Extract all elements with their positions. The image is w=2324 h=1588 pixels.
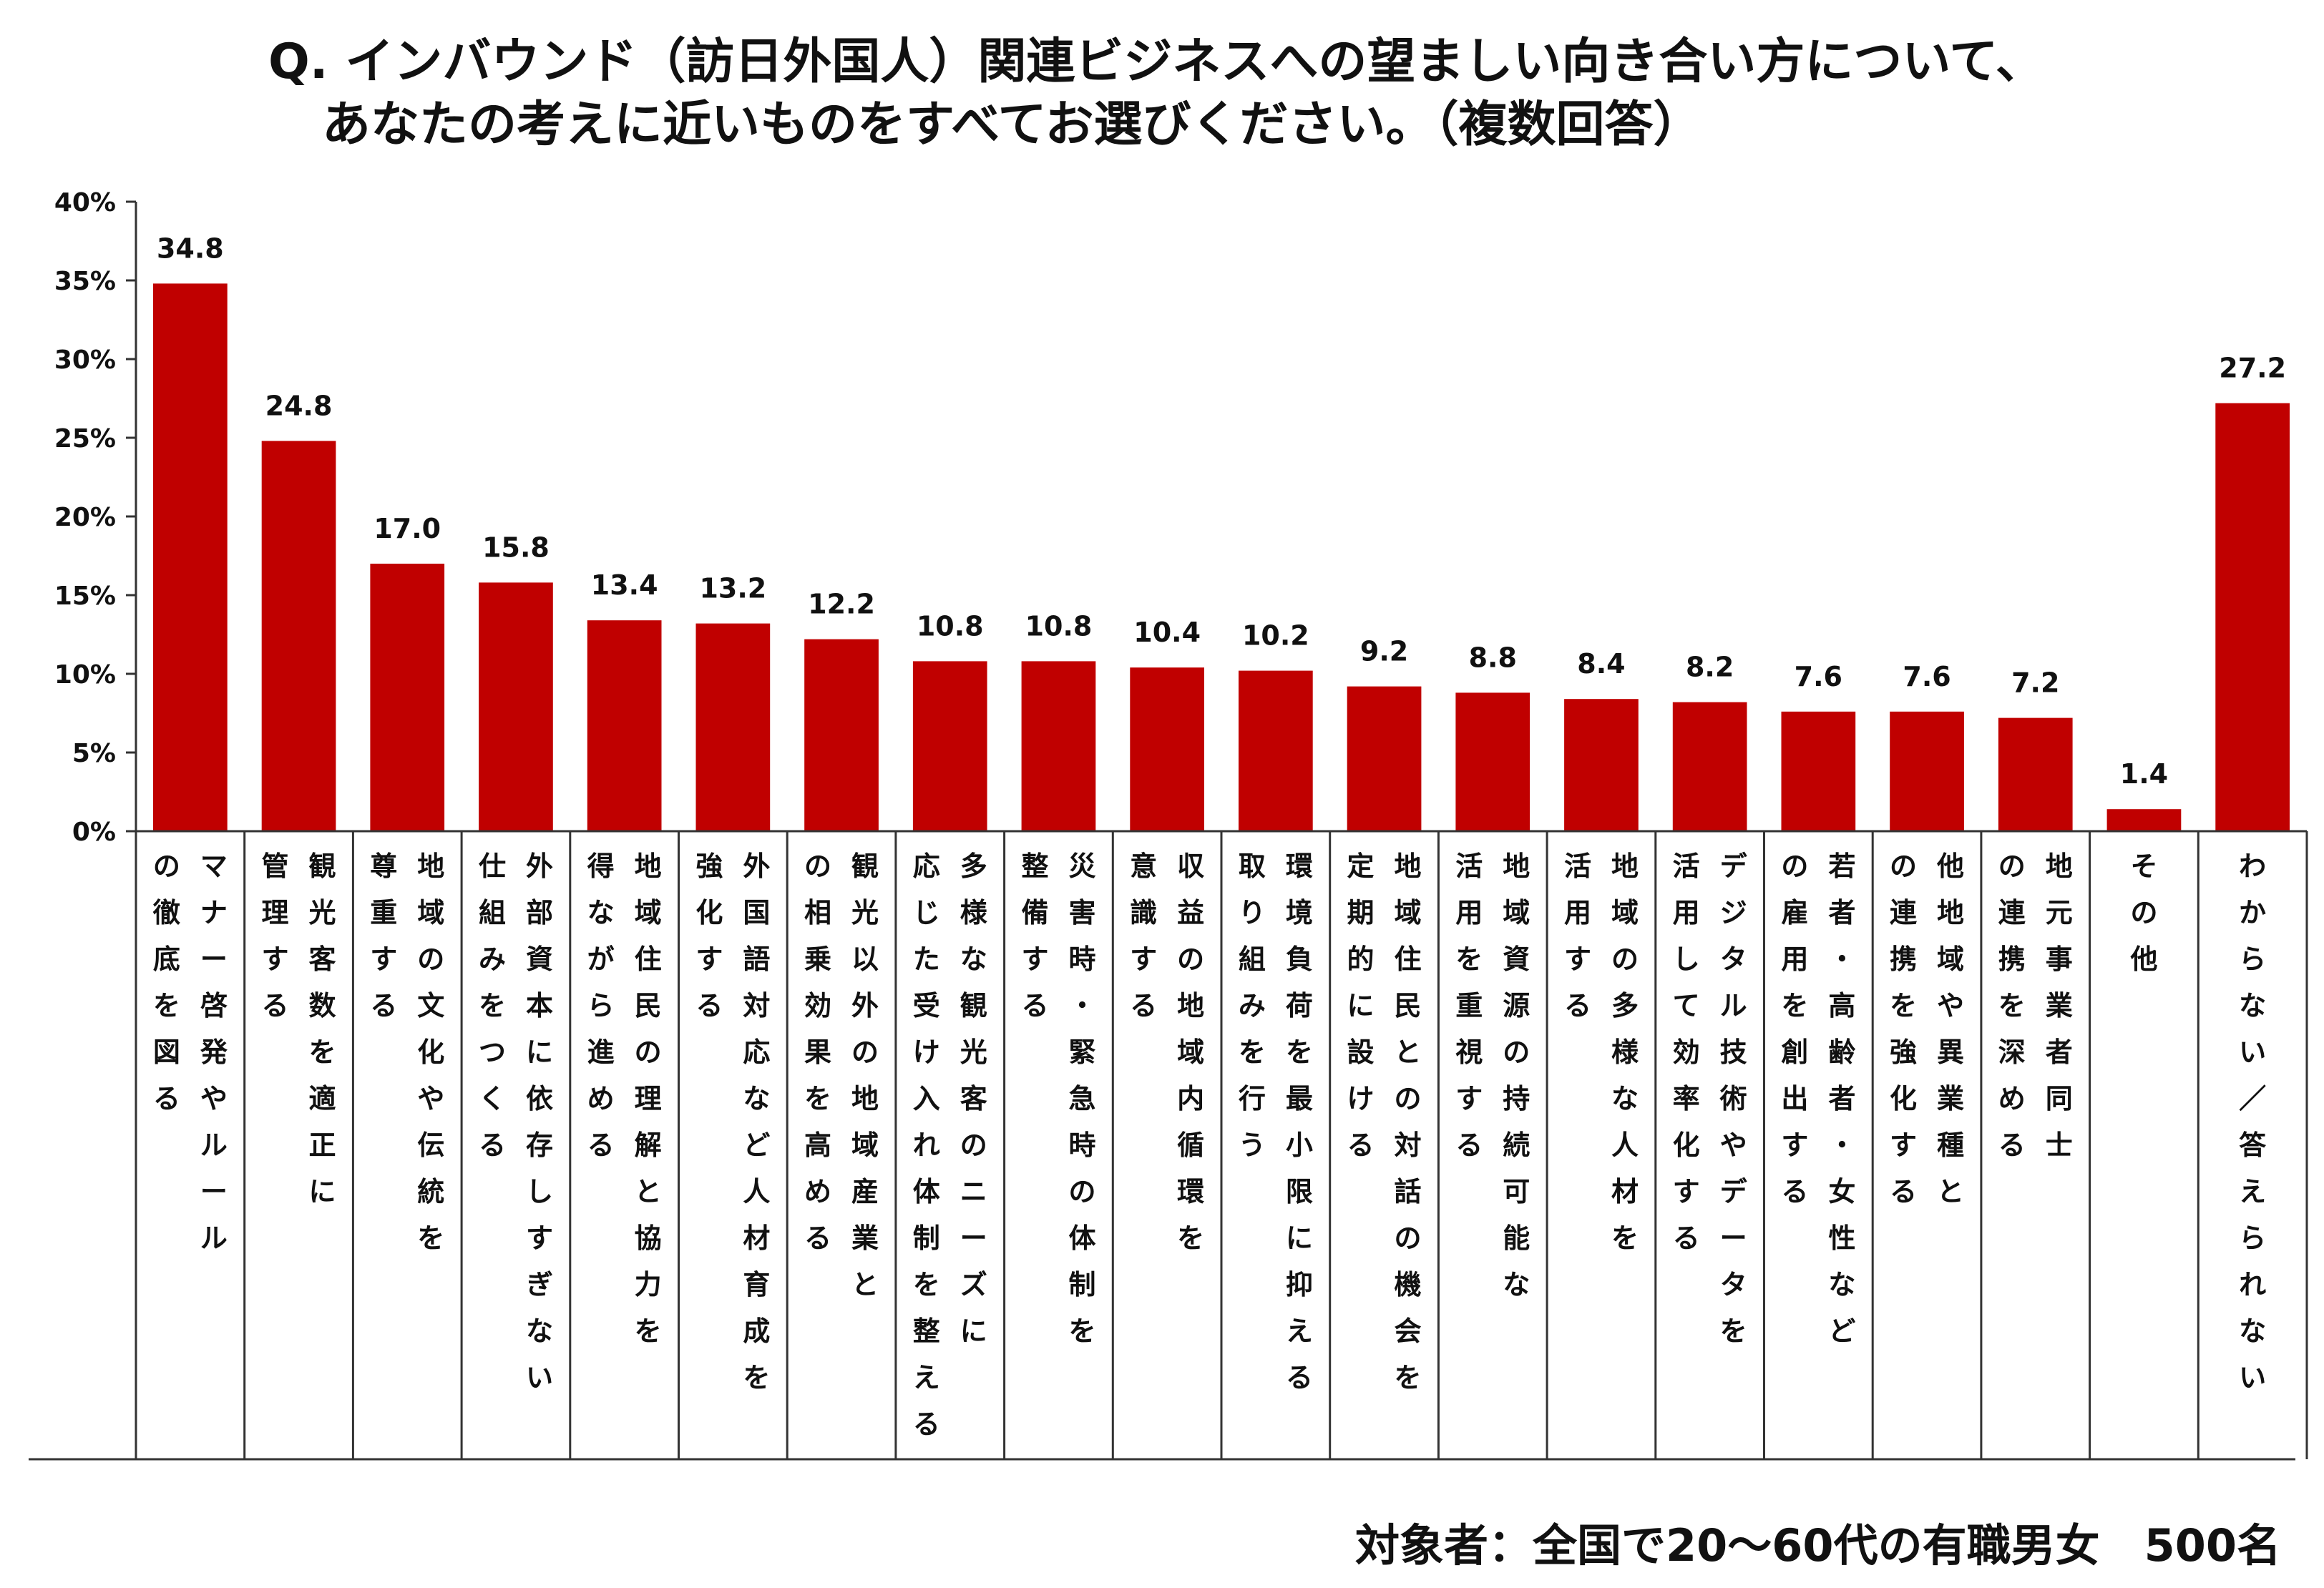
data-label: 8.2 [1686,652,1734,683]
bar [587,620,662,831]
x-tick-label: の徹底を図る [152,851,181,1114]
bar [1239,670,1313,831]
data-label: 27.2 [2219,353,2286,384]
data-label: 1.4 [2120,758,2168,790]
bar [1890,711,1964,831]
x-tick-label: 地域の多様な人材を [1611,851,1639,1254]
y-tick-label: 10% [54,660,116,690]
bar [370,564,445,831]
bar [2106,809,2182,831]
bar [1021,661,1096,831]
bar [261,441,336,831]
bar [1455,692,1530,831]
y-tick-label: 0% [72,818,116,847]
data-label: 9.2 [1360,636,1408,667]
data-label: 10.4 [1133,617,1201,648]
x-tick-label: 管理する [262,851,289,1021]
y-tick-label: 35% [54,267,116,296]
data-label: 10.8 [1025,610,1093,642]
bar [1672,702,1747,831]
x-tick-label: 意識する [1130,851,1157,1021]
bar [912,661,987,831]
bar [153,283,228,831]
x-tick-label: 地域住民の理解と協力を [635,851,662,1347]
x-tick-label: 多様な観光客のニーズに [960,851,988,1347]
x-tick-label: 外国語対応など人材育成を [743,851,770,1393]
x-tick-label: 定期的に設ける [1347,851,1375,1161]
chart-title-line-2: あなたの考えに近いものをすべてお選びください。（複数回答） [322,97,1702,153]
bar [695,623,771,831]
data-label: 17.0 [374,513,441,544]
x-tick-label: わからない／答えられない [2239,851,2267,1393]
data-label: 34.8 [157,232,224,264]
data-label: 12.2 [808,589,875,620]
bar [1998,717,2073,831]
y-tick-label: 20% [54,503,116,532]
x-tick-label: 観光客数を適正に [309,851,336,1207]
bar [1564,699,1639,831]
x-tick-label: 災害時・緊急時の体制を [1068,851,1095,1347]
x-tick-label: 収益の地域内循環を [1177,851,1204,1254]
data-label: 7.6 [1795,661,1842,692]
y-tick-label: 5% [72,739,116,768]
y-tick-label: 40% [54,188,116,217]
x-tick-label: 尊重する [370,851,397,1021]
data-label: 10.8 [917,610,984,642]
data-label: 13.4 [591,569,658,601]
data-label: 8.4 [1577,648,1625,680]
x-tick-label: 地元事業者同士 [2046,851,2073,1161]
x-tick-label: 他地域や異業種と [1936,851,1964,1207]
x-tick-label: 活用する [1564,851,1591,1021]
data-label: 24.8 [265,390,333,421]
y-tick-label: 15% [54,582,116,611]
data-label: 15.8 [482,531,550,563]
x-tick-label: 活用を重視する [1455,851,1483,1161]
x-tick-label: 観光以外の地域産業と [851,851,879,1300]
x-tick-label: その他 [2129,851,2157,975]
x-tick-label: 地域資源の持続可能な [1503,851,1530,1300]
x-tick-label: 強化する [695,851,723,1021]
x-tick-label: の連携を深める [1998,851,2026,1161]
x-tick-label: 地域の文化や伝統を [417,851,444,1254]
x-tick-label: 地域住民との対話の機会を [1395,851,1422,1393]
data-label: 13.2 [699,573,766,604]
x-tick-label: 得ながら進める [587,851,615,1161]
x-tick-label: 環境負荷を最小限に抑える [1286,851,1313,1393]
x-tick-label: 仕組みをつくる [479,851,506,1161]
x-tick-label: 整備する [1021,851,1048,1021]
x-tick-label: マナー啓発やルール [200,851,228,1254]
y-tick-label: 25% [54,424,116,454]
data-label: 7.2 [2011,667,2059,699]
x-tick-label: の連携を強化する [1890,851,1918,1207]
x-tick-label: 若者・高齢者・女性など [1828,851,1855,1347]
bar [2215,403,2290,831]
x-tick-label: の相乗効果を高める [804,851,831,1254]
x-tick-label: 活用して効率化する [1673,851,1700,1254]
chart-title-line-1: Q. インバウンド（訪日外国人）関連ビジネスへの望ましい向き合い方について、 [268,34,2044,90]
x-tick-label: 取り組みを行う [1239,851,1266,1161]
data-label: 10.2 [1242,620,1309,652]
x-tick-label: デジタル技術やデータを [1719,851,1748,1347]
y-tick-label: 30% [54,345,116,375]
footnote: 対象者：全国で20～60代の有職男女 500名 [1355,1519,2281,1572]
bar [1130,667,1204,831]
bar [804,639,879,831]
data-label: 7.6 [1903,661,1951,692]
bar [479,582,553,831]
data-label: 8.8 [1469,642,1517,673]
bar [1781,711,1856,831]
x-tick-label: の雇用を創出する [1781,851,1808,1207]
bar [1347,686,1422,831]
x-tick-label: 外部資本に依存しすぎない [526,851,553,1393]
x-tick-label: 応じた受け入れ体制を整える [913,851,940,1440]
